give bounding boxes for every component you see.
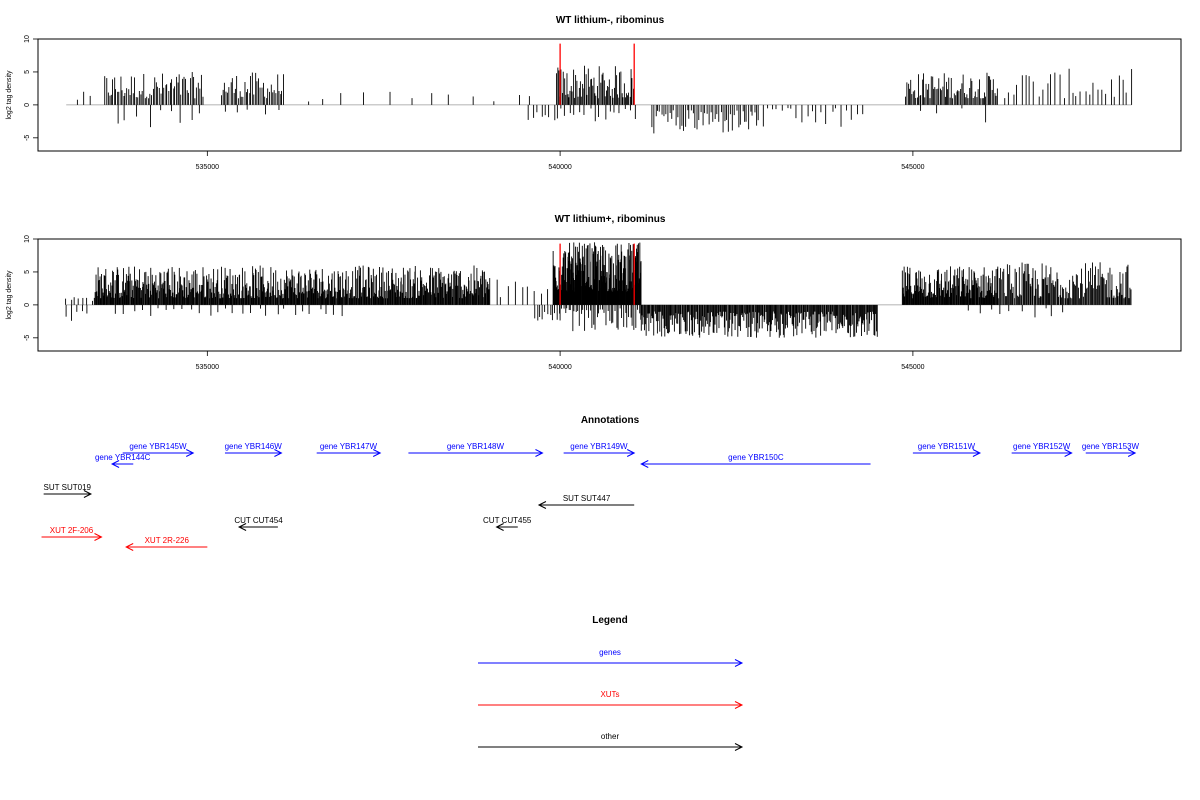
legend-entries: genes XUTs other [478,648,744,751]
feature-label: gene YBR145W [129,442,187,451]
feature-label: CUT CUT454 [234,516,283,525]
feature-label: SUT SUT019 [44,483,92,492]
feature-arrow [563,449,636,457]
legend-panel: Legend genes XUTs other [478,615,744,751]
annotation-features: gene YBR144C gene YBR145W gene YBR146W gene… [41,442,1140,551]
feature-label: XUT 2F-206 [50,526,94,535]
feature-arrow [1085,449,1137,457]
x-tick-label: 540000 [548,364,571,371]
y-tick-label: 5 [24,270,31,274]
legend-arrow [478,701,744,709]
feature-arrow [640,460,871,468]
y-tick-label: 0 [24,303,31,307]
feature-arrow [125,543,208,551]
feature-arrow [237,523,278,531]
y-tick-label: 5 [24,70,31,74]
panel-title: WT lithium-, ribominus [556,15,665,26]
plot-frame [37,238,1182,352]
y-tick-label: -5 [24,335,31,341]
legend-label: other [601,732,620,741]
legend-arrow [478,743,744,751]
annotations-title: Annotations [581,415,640,426]
feature-arrow [122,449,195,457]
feature-label: gene YBR153W [1082,442,1140,451]
axis-ticks: -5 0 5 10 535000 540000 545000 [24,35,925,171]
feature-label: gene YBR149W [570,442,628,451]
feature-label: XUT 2R-226 [145,536,190,545]
track-panel-lithium-plus: WT lithium+, ribominus log2 tag density … [6,214,1182,371]
x-tick-label: 535000 [196,364,219,371]
y-tick-label: 0 [24,103,31,107]
feature-arrow [41,533,103,541]
y-tick-label: -5 [24,135,31,141]
legend-title: Legend [592,615,628,626]
y-axis-label: log2 tag density [6,70,13,120]
feature-arrow [224,449,283,457]
feature-arrow [316,449,382,457]
feature-arrow [495,523,518,531]
feature-arrow [537,501,635,509]
legend-label: genes [599,648,621,657]
x-tick-label: 540000 [548,164,571,171]
legend-arrow [478,659,744,667]
feature-label: CUT CUT455 [483,516,532,525]
feature-label: gene YBR150C [728,453,784,462]
feature-label: gene YBR151W [918,442,976,451]
track-panel-lithium-minus: WT lithium-, ribominus log2 tag density … [6,15,1182,171]
y-tick-label: 10 [24,35,31,43]
feature-arrow [912,449,982,457]
x-tick-label: 545000 [901,364,924,371]
feature-arrow [408,449,544,457]
axis-ticks: -5 0 5 10 535000 540000 545000 [24,235,925,371]
y-tick-label: 10 [24,235,31,243]
feature-label: gene YBR146W [225,442,283,451]
feature-arrow [1011,449,1073,457]
feature-arrow [110,460,134,468]
feature-label: gene YBR148W [447,442,505,451]
plot-frame [37,38,1182,152]
panel-title: WT lithium+, ribominus [555,214,666,225]
feature-label: gene YBR144C [95,453,151,462]
feature-label: gene YBR147W [320,442,378,451]
density-bars [66,43,1133,134]
x-tick-label: 545000 [901,164,924,171]
feature-label: SUT SUT447 [563,494,611,503]
feature-arrow [43,490,93,498]
density-bars [65,242,1132,338]
legend-label: XUTs [600,690,619,699]
x-tick-label: 535000 [196,164,219,171]
feature-label: gene YBR152W [1013,442,1071,451]
y-axis-label: log2 tag density [6,270,13,320]
